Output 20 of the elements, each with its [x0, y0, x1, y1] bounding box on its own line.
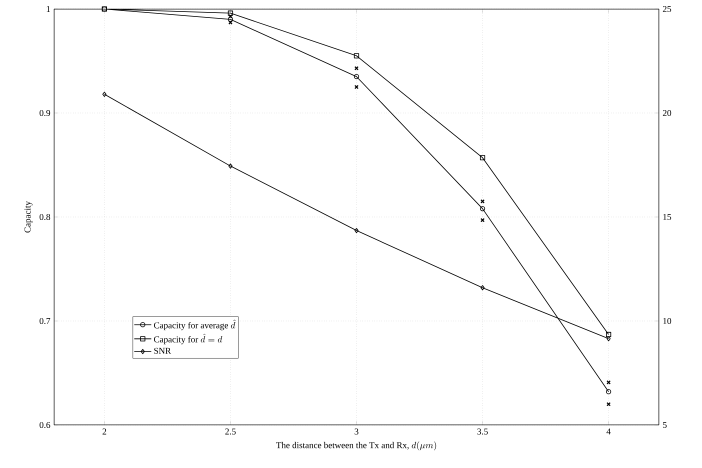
y2-tick-label: 15	[663, 214, 672, 220]
y2-tick-label: 20	[662, 110, 672, 116]
y2-tick-label: 25	[662, 6, 672, 12]
legend-label: $\mbox{Capacity for average }\hat{d}$	[154, 320, 236, 330]
y2-tick-label: 10	[663, 318, 672, 324]
x-axis-title: $\mbox{The distance between the Tx and Rx, }d(\mu m)$	[276, 441, 436, 450]
x-tick-label: 2.5	[225, 428, 236, 435]
x-tick-label: 3	[354, 428, 358, 435]
y-axis-title: Capacity	[24, 201, 32, 233]
x-tick-label: 4	[606, 428, 611, 434]
x-tick-label: 3.5	[477, 428, 488, 435]
y-tick-label: 0.6	[40, 422, 50, 428]
legend-label: $\mbox{Capacity for }\hat{d}=d$	[154, 334, 222, 344]
y-tick-label: 0.7	[40, 318, 50, 324]
y-tick-label: 0.8	[40, 214, 50, 220]
y-tick-label: 1	[46, 6, 50, 12]
y2-tick-label: 5	[663, 422, 667, 428]
legend-label: $\mbox{SNR}$	[154, 348, 172, 354]
y-tick-label: 0.9	[40, 110, 50, 116]
x-tick-label: 2	[102, 428, 106, 434]
